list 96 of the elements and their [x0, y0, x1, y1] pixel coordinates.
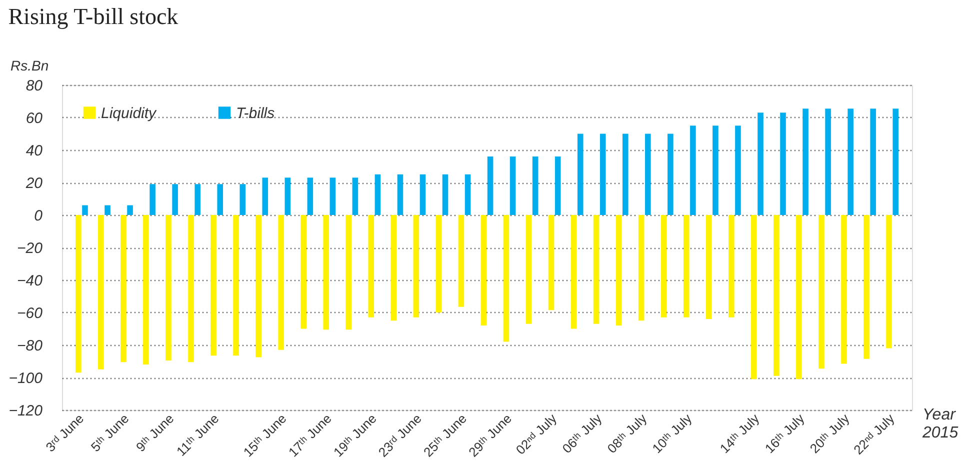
y-tick-label: −40 — [17, 272, 44, 290]
bar — [886, 215, 892, 348]
y-tick-label: 0 — [34, 208, 44, 224]
bar — [262, 178, 268, 215]
y-tick-label: 20 — [24, 175, 44, 192]
y-tick-label: −60 — [17, 305, 44, 322]
legend-label: Liquidity — [101, 104, 158, 122]
bar — [487, 156, 494, 215]
legend-label: T-bills — [236, 104, 276, 122]
bar — [240, 184, 246, 215]
bar — [420, 174, 426, 215]
bar — [645, 134, 651, 215]
bar — [397, 174, 404, 215]
x-tick-label: 14ᵗʰ July — [716, 410, 762, 456]
bar — [390, 215, 397, 321]
bar — [76, 215, 82, 373]
y-tick-label: −100 — [8, 370, 44, 387]
bar — [503, 215, 510, 342]
y-axis-title: Rs.Bn — [10, 58, 49, 74]
bar — [735, 126, 741, 215]
bar — [278, 215, 284, 350]
x-axis-title: Year 2015 — [922, 406, 958, 442]
x-tick-label: 16ᵗʰ July — [762, 410, 808, 456]
bar — [892, 108, 898, 215]
bar — [683, 215, 690, 318]
y-tick-label: 60 — [26, 110, 44, 127]
bar — [818, 215, 824, 369]
bar — [323, 215, 329, 330]
bar — [82, 205, 88, 215]
bar — [638, 215, 644, 321]
bar — [436, 215, 442, 312]
bar — [172, 184, 178, 215]
bar — [352, 178, 358, 215]
bar — [98, 215, 104, 370]
bar — [210, 215, 216, 356]
bar — [307, 178, 314, 215]
bar — [796, 215, 802, 380]
bar — [870, 108, 876, 215]
bar — [668, 134, 674, 215]
x-tick-label: 20ᵗʰ July — [806, 410, 853, 456]
x-tick-label: 10ᵗʰ July — [649, 410, 695, 456]
y-tick-label: 80 — [26, 78, 44, 94]
bar — [526, 215, 532, 324]
bar — [712, 126, 718, 215]
y-tick-label: −120 — [8, 402, 44, 420]
bar — [802, 108, 808, 215]
bar — [660, 215, 667, 318]
bar — [728, 215, 734, 318]
bar — [622, 134, 628, 215]
bar — [120, 215, 126, 362]
bar — [548, 215, 554, 310]
bar — [600, 134, 606, 215]
x-tick-label: 06ᵗʰ July — [559, 410, 605, 456]
bar — [374, 174, 381, 215]
bar — [570, 215, 577, 329]
bar — [510, 156, 516, 215]
x-tick-label: 08ᵗʰ July — [604, 410, 650, 456]
bar — [577, 134, 584, 215]
bar — [217, 184, 223, 215]
bar — [166, 215, 172, 360]
y-tick-label: 40 — [26, 142, 44, 160]
bar — [774, 215, 780, 376]
bar — [464, 174, 471, 215]
bar — [864, 215, 870, 359]
bar — [233, 215, 239, 356]
bar — [368, 215, 374, 318]
bar — [825, 108, 831, 215]
bar — [330, 178, 336, 215]
bar — [616, 215, 622, 326]
bar — [780, 112, 786, 215]
bar — [284, 178, 291, 215]
bar — [127, 205, 133, 215]
bar — [188, 215, 194, 362]
bar — [554, 156, 561, 215]
y-tick-label: −80 — [17, 338, 44, 354]
bar — [758, 112, 764, 215]
bar — [593, 215, 600, 324]
bar — [690, 126, 696, 215]
bar — [150, 184, 156, 215]
bar — [706, 215, 712, 319]
bar — [532, 156, 538, 215]
bar — [751, 215, 757, 380]
chart-title: Rising T-bill stock — [8, 4, 179, 29]
bar — [143, 215, 149, 364]
bar — [841, 215, 847, 364]
bar — [480, 215, 487, 326]
bar — [442, 174, 448, 215]
bar — [104, 205, 110, 215]
bar — [194, 184, 200, 215]
bar — [300, 215, 306, 329]
bar — [413, 215, 420, 318]
bar — [346, 215, 352, 330]
bar — [458, 215, 464, 307]
y-tick-label: −20 — [17, 240, 44, 257]
bar — [256, 215, 262, 358]
bar — [848, 108, 854, 215]
